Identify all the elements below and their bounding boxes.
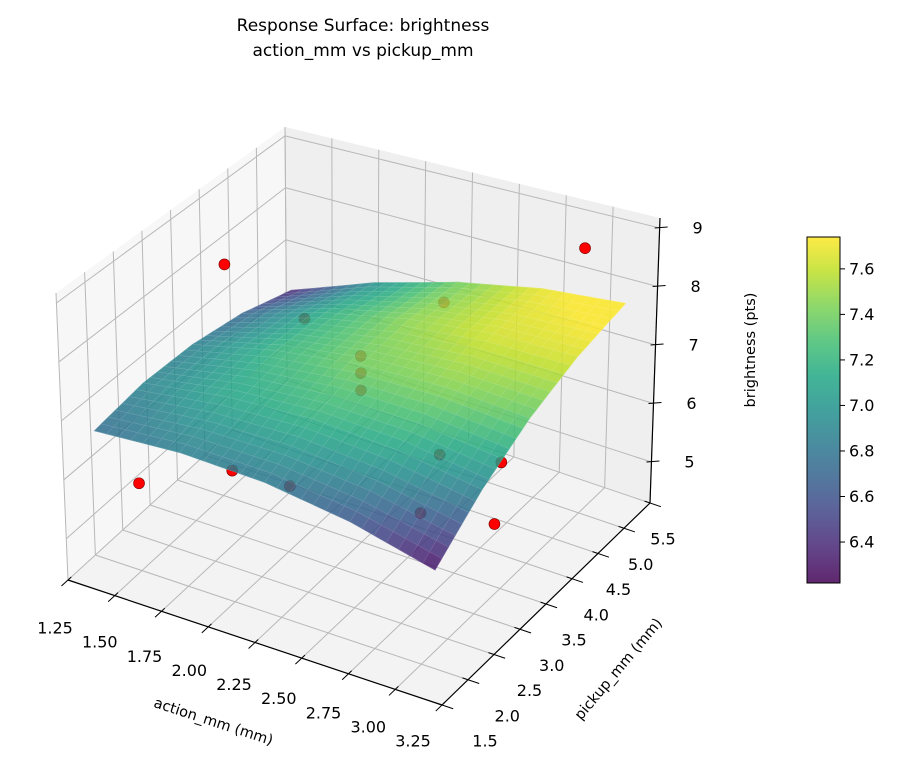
left-gridline [61, 239, 287, 422]
y-tick [566, 576, 584, 583]
chart-title: Response Surface: brightness [237, 16, 490, 36]
data-point [133, 477, 145, 490]
z-axis-label: brightness (pts) [743, 293, 759, 408]
z-tick-label: 7 [688, 335, 698, 354]
z-tick-label: 9 [693, 218, 703, 237]
left-gridline [55, 292, 69, 581]
y-tick-label: 4.0 [584, 605, 609, 624]
colorbar: 6.4 6.6 6.8 7.0 7.2 7.4 7.6 [806, 236, 874, 584]
y-tick [618, 525, 636, 533]
left-gridline [112, 251, 124, 531]
left-gridline [84, 272, 96, 556]
x-tick [295, 654, 306, 665]
axis-lines [61, 217, 668, 712]
x-tick [435, 701, 446, 712]
data-point [218, 258, 231, 271]
y-tick-label: 1.5 [472, 732, 497, 751]
z-tick-label: 8 [691, 277, 701, 296]
y-tick-label: 2.5 [517, 681, 542, 700]
y-tick-label: 2.0 [495, 706, 520, 725]
z-tick [646, 460, 660, 463]
x-tick-label: 2.75 [306, 703, 342, 722]
y-tick-label: 5.0 [628, 555, 653, 574]
x-tick [248, 639, 259, 649]
y-tick [644, 500, 662, 508]
floor-gridline [177, 479, 547, 605]
y-tick [592, 551, 610, 558]
y-tick [540, 601, 558, 609]
y-tick-label: 3.0 [539, 656, 564, 675]
x-tick-label: 2.00 [171, 661, 207, 680]
colorbar-tick-label: 7.6 [849, 259, 874, 278]
left-gridline [141, 230, 151, 506]
x-tick [61, 576, 72, 587]
x-tick-label: 1.25 [37, 619, 73, 638]
x-tick [201, 623, 212, 634]
y-tick [462, 677, 480, 684]
y-tick [488, 652, 506, 659]
z-tick [648, 402, 662, 405]
z-tick-label: 6 [686, 394, 696, 413]
x-tick-label: 2.25 [216, 675, 252, 694]
back-gridline [604, 206, 614, 488]
z-tick [652, 284, 666, 287]
z-tick [650, 343, 664, 346]
x-tick [154, 607, 166, 618]
colorbar-tick-label: 6.6 [849, 487, 874, 506]
y-tick-label: 4.5 [606, 580, 631, 599]
x-tick-label: 2.50 [261, 689, 297, 708]
colorbar-tick-label: 7.2 [849, 350, 874, 369]
floor-gridline [149, 504, 521, 630]
left-gridline [58, 187, 286, 363]
z-axis-line [649, 217, 661, 504]
colorbar-tick-label: 7.4 [849, 305, 874, 324]
data-point [579, 242, 591, 254]
data-point [488, 518, 501, 530]
y-tick-label: 3.5 [561, 631, 586, 650]
colorbar-tick-label: 6.8 [849, 441, 874, 460]
back-gridline [285, 187, 658, 287]
x-tick [341, 670, 353, 681]
y-tick [436, 702, 454, 710]
left-gridline [56, 135, 286, 304]
colorbar-tick-label: 7.0 [849, 396, 874, 415]
surface-facet [422, 551, 443, 571]
floor-gridline [122, 529, 495, 655]
z-tick-label: 5 [684, 453, 694, 472]
response-surface [93, 281, 627, 571]
x-tick-label: 1.50 [82, 633, 118, 652]
back-gridline [284, 135, 660, 229]
y-tick [514, 626, 532, 634]
chart-subtitle: action_mm vs pickup_mm [252, 41, 473, 61]
tick-labels: 1.25 1.50 1.75 2.00 2.25 2.50 2.75 3.00 3.25 1.5 2… [37, 218, 703, 750]
colorbar-frame [806, 236, 841, 584]
colorbar-gradient [807, 237, 840, 583]
z-tick [654, 226, 668, 229]
x-axis-label: action_mm (mm) [152, 695, 275, 749]
x-tick [107, 592, 119, 603]
y-tick-label: 5.5 [650, 530, 675, 549]
x-tick-label: 1.75 [127, 647, 163, 666]
colorbar-tick-label: 6.4 [849, 533, 874, 552]
x-tick-label: 3.00 [350, 717, 386, 736]
x-tick [388, 685, 399, 696]
surface-facet-edge [422, 551, 443, 571]
x-tick-label: 3.25 [395, 732, 431, 751]
floor-gridline [95, 554, 469, 681]
